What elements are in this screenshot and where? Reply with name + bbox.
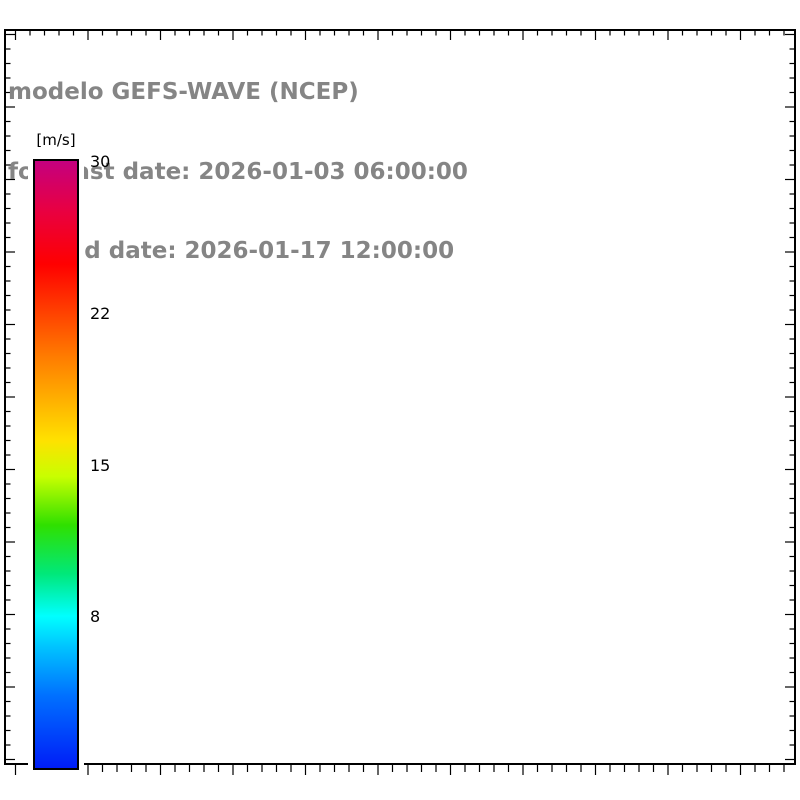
title-block: modelo GEFS-WAVE (NCEP) forecast date: 2… <box>8 26 468 291</box>
colorbar-gradient <box>35 161 77 768</box>
colorbar <box>28 154 84 774</box>
colorbar-unit-label: [m/s] <box>36 131 76 149</box>
colorbar-frame <box>33 159 79 770</box>
colorbar-tick-label: 22 <box>90 303 111 323</box>
valid-date: valid date: 2026-01-17 12:00:00 <box>38 238 455 264</box>
model-title: modelo GEFS-WAVE (NCEP) <box>8 79 359 105</box>
map-border <box>4 29 796 765</box>
colorbar-tick-label: 15 <box>90 455 111 475</box>
colorbar-tick-label: 8 <box>90 607 101 627</box>
axis-ticks <box>6 31 794 775</box>
colorbar-tick-label: 30 <box>90 152 111 171</box>
land-background <box>5 30 795 764</box>
